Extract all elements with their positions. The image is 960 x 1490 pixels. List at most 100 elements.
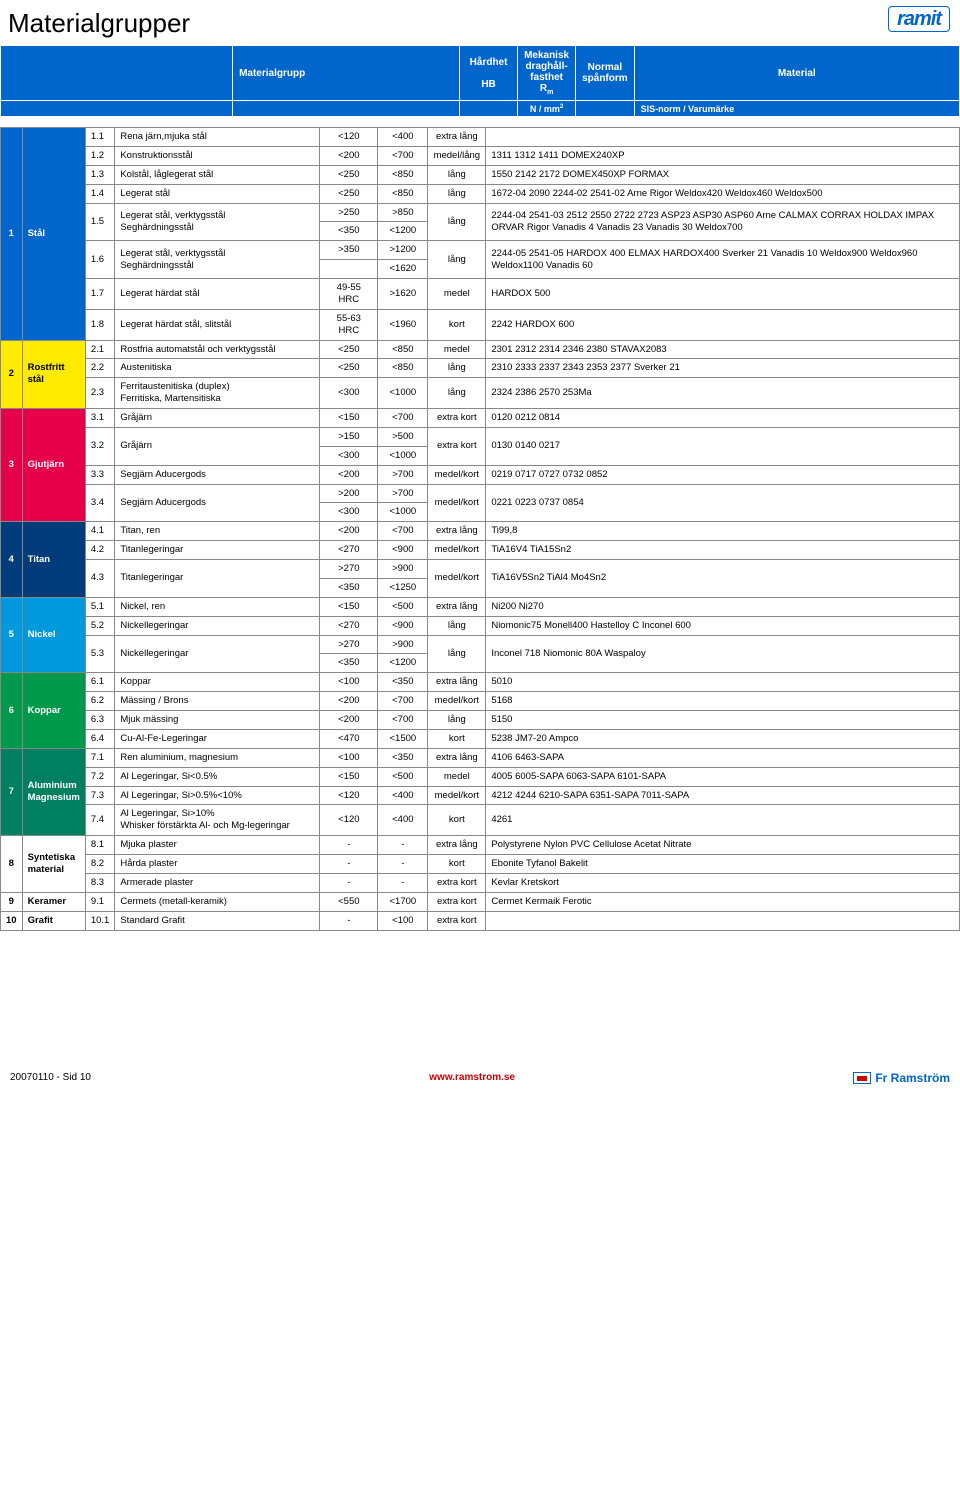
tensile-cell: <700 (378, 409, 428, 428)
tensile-cell: <400 (378, 805, 428, 836)
chip-form-cell: kort (428, 729, 486, 748)
sis-norm-cell: 2324 2386 2570 253Ma (486, 378, 960, 409)
hardness-cell: <100 (320, 673, 378, 692)
group-name: Nickel (22, 597, 85, 673)
table-row: 9Keramer9.1Cermets (metall-keramik)<550<… (1, 892, 960, 911)
group-number: 9 (1, 892, 23, 911)
column-header-table: Materialgrupp HårdhetHB Mekaniskdraghåll… (0, 45, 960, 117)
group-name: Grafit (22, 911, 85, 930)
tensile-cell: <1200 (378, 654, 428, 673)
row-index: 1.6 (85, 241, 115, 279)
group-name: Koppar (22, 673, 85, 749)
row-index: 1.4 (85, 184, 115, 203)
sis-norm-cell: 2244-04 2541-03 2512 2550 2722 2723 ASP2… (486, 203, 960, 241)
sis-norm-cell: 5168 (486, 692, 960, 711)
row-index: 1.3 (85, 165, 115, 184)
chip-form-cell: lång (428, 359, 486, 378)
tensile-cell: >900 (378, 635, 428, 654)
material-name: Rostfria automatstål och verktygsstål (115, 340, 320, 359)
material-name: Titan, ren (115, 522, 320, 541)
row-index: 6.4 (85, 729, 115, 748)
hardness-cell: <150 (320, 409, 378, 428)
row-index: 5.3 (85, 635, 115, 673)
hardness-cell: - (320, 836, 378, 855)
row-index: 1.5 (85, 203, 115, 241)
hardness-cell: <250 (320, 340, 378, 359)
hardness-cell: >150 (320, 427, 378, 446)
row-index: 8.3 (85, 873, 115, 892)
material-name: Nickellegeringar (115, 635, 320, 673)
chip-form-cell: extra kort (428, 911, 486, 930)
material-groups-table: 1Stål1.1Rena järn,mjuka stål<120<400extr… (0, 127, 960, 931)
sis-norm-cell: 4261 (486, 805, 960, 836)
tensile-cell: <900 (378, 616, 428, 635)
page-title: Materialgrupper (0, 0, 888, 45)
row-index: 8.2 (85, 855, 115, 874)
hardness-cell: - (320, 873, 378, 892)
table-row: 8.3Armerade plaster--extra kortKevlar Kr… (1, 873, 960, 892)
material-name: Mjuk mässing (115, 711, 320, 730)
chip-form-cell: medel/kort (428, 541, 486, 560)
tensile-cell: - (378, 873, 428, 892)
row-index: 7.4 (85, 805, 115, 836)
row-index: 7.2 (85, 767, 115, 786)
sis-norm-cell: Polystyrene Nylon PVC Cellulose Acetat N… (486, 836, 960, 855)
hardness-cell: >250 (320, 203, 378, 222)
material-name: Rena järn,mjuka stål (115, 128, 320, 147)
hardness-cell: <120 (320, 128, 378, 147)
chip-form-cell: extra lång (428, 836, 486, 855)
hardness-cell: <250 (320, 165, 378, 184)
tensile-cell: >1200 (378, 241, 428, 260)
row-index: 3.3 (85, 465, 115, 484)
sis-norm-cell: HARDOX 500 (486, 279, 960, 310)
hardness-cell: >200 (320, 484, 378, 503)
row-index: 4.2 (85, 541, 115, 560)
row-index: 9.1 (85, 892, 115, 911)
material-name: Standard Grafit (115, 911, 320, 930)
tensile-cell: <900 (378, 541, 428, 560)
hardness-cell: <350 (320, 222, 378, 241)
hardness-cell: 55-63 HRC (320, 309, 378, 340)
tensile-cell: <1700 (378, 892, 428, 911)
row-index: 7.3 (85, 786, 115, 805)
tensile-cell: <1960 (378, 309, 428, 340)
group-number: 6 (1, 673, 23, 749)
chip-form-cell: lång (428, 165, 486, 184)
sis-norm-cell (486, 911, 960, 930)
tensile-cell: <850 (378, 340, 428, 359)
row-index: 5.2 (85, 616, 115, 635)
chip-form-cell: medel/lång (428, 146, 486, 165)
hardness-cell: <200 (320, 522, 378, 541)
tensile-cell: <100 (378, 911, 428, 930)
hardness-cell: <470 (320, 729, 378, 748)
hardness-cell: <150 (320, 597, 378, 616)
group-number: 5 (1, 597, 23, 673)
tensile-cell: >700 (378, 484, 428, 503)
group-number: 2 (1, 340, 23, 409)
tensile-cell: <700 (378, 711, 428, 730)
row-index: 8.1 (85, 836, 115, 855)
hdr-materialgrupp: Materialgrupp (233, 46, 460, 101)
material-name: Nickel, ren (115, 597, 320, 616)
group-number: 10 (1, 911, 23, 930)
tensile-cell: <850 (378, 165, 428, 184)
sis-norm-cell: TiA16V4 TiA15Sn2 (486, 541, 960, 560)
group-number: 7 (1, 748, 23, 835)
table-row: 4Titan4.1Titan, ren<200<700extra långTi9… (1, 522, 960, 541)
chip-form-cell: extra lång (428, 673, 486, 692)
hardness-cell: <200 (320, 146, 378, 165)
hdr-draghall: Mekaniskdraghåll-fasthetRm (518, 46, 576, 101)
hardness-cell: <120 (320, 786, 378, 805)
tensile-cell: >1620 (378, 279, 428, 310)
hdr-unit: N / mm2 (518, 101, 576, 117)
row-index: 6.1 (85, 673, 115, 692)
material-name: Legerat stål, verktygsstålSeghärdningsst… (115, 203, 320, 241)
material-name: Gråjärn (115, 409, 320, 428)
group-number: 4 (1, 522, 23, 598)
footer-company: Fr Ramström (853, 1071, 950, 1085)
material-name: Mässing / Brons (115, 692, 320, 711)
row-index: 1.2 (85, 146, 115, 165)
hdr-spanform: Normalspånform (576, 46, 635, 101)
chip-form-cell: extra kort (428, 873, 486, 892)
material-name: Koppar (115, 673, 320, 692)
